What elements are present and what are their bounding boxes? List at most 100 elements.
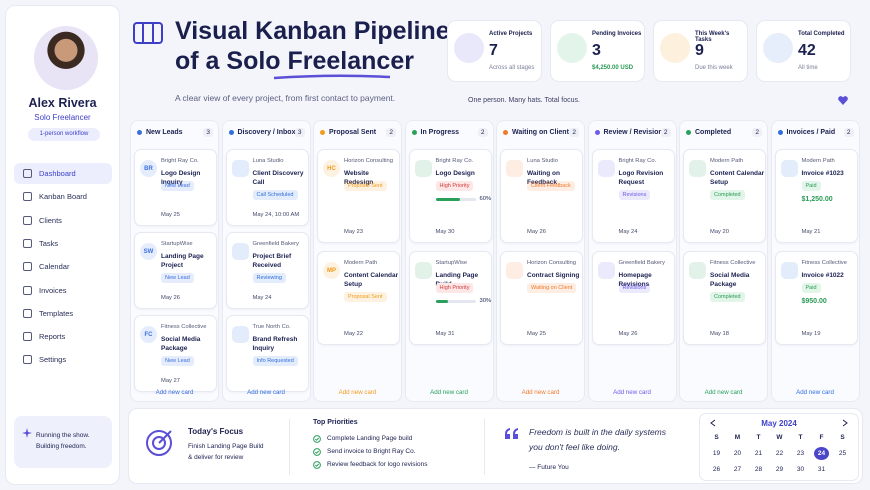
card-tag: Completed [710,190,745,200]
add-card[interactable]: Add new card [796,389,834,396]
calendar-day[interactable]: 28 [754,466,763,473]
card-date: May 24, 10:00 AM [252,212,300,218]
kanban-card[interactable]: HC Horizon Consulting Website Redesign Prop… [317,149,400,243]
kanban-card[interactable]: Greenfield Bakery Homepage Revisions Revis… [591,251,675,345]
kanban-card[interactable]: MP Modern Path Content Calendar Setup Propo… [317,251,400,345]
card-client: Horizon Consulting [527,260,576,266]
card-client: Horizon Consulting [344,158,393,164]
priority-item: Review feedback for logo revisions [327,461,428,468]
card-tag: Paid [801,181,821,191]
nav-item[interactable]: Settings [14,349,112,370]
card-date: May 31 [435,331,455,337]
stat-value: 42 [798,42,816,59]
calendar-day[interactable]: 22 [775,450,784,457]
nav-item[interactable]: Calendar [14,256,112,277]
title-line: Visual Kanban Pipeline [175,17,450,45]
kanban-card[interactable]: Luna Studio Client Discovery Call Call Sch… [225,149,309,226]
column-name: Proposal Sent [329,129,377,136]
kanban-card[interactable]: FC Fitness Collective Social Media Package… [134,315,217,392]
bottom-panel: Today's Focus Finish Landing Page Build … [128,408,863,484]
column-count: 3 [203,128,213,137]
add-card[interactable]: Add new card [613,389,651,396]
calendar-day[interactable]: 23 [796,450,805,457]
calendar-day[interactable]: 24 [814,447,829,460]
column-header: Invoices / Paid [777,129,836,136]
add-card[interactable]: Add new card [155,389,194,396]
divider [484,419,485,475]
column-header: Completed [686,129,731,136]
kanban-column: Proposal Sent 2 HC Horizon Consulting Websit… [313,120,402,402]
progress-track [435,198,476,201]
priority-item: Complete Landing Page build [327,435,413,442]
card-avatar: MP [323,262,340,279]
card-tag: New Lead [161,356,194,366]
next-month[interactable] [842,419,848,427]
progress-bar [435,198,460,201]
kanban-card[interactable]: Luna Studio Waiting on Feedback Client Fee… [500,149,583,243]
weekday: W [776,434,783,441]
card-client: Luna Studio [252,158,284,164]
kanban-column: Discovery / Inbox 3 Luna Studio Client Disc… [221,120,311,402]
card-date: May 26 [527,229,547,235]
nav-item[interactable]: Tasks [14,233,112,254]
footer-1: Running the show. [36,432,90,439]
calendar-day[interactable]: 20 [733,450,742,457]
stat-sub: All time [798,65,818,71]
add-card[interactable]: Add new card [338,389,377,396]
column-dot [594,130,600,135]
card-date: May 26 [618,331,638,337]
nav-item[interactable]: Invoices [14,280,112,301]
calendar-day[interactable]: 31 [817,466,826,473]
column-name: Review / Revisions [603,129,667,136]
calendar-day[interactable]: 29 [775,466,784,473]
card-avatar [780,160,798,177]
kanban-card[interactable]: Horizon Consulting Contract Signing Waitin… [500,251,583,345]
focus-line: Finish Landing Page Build [188,443,264,450]
calendar-day[interactable]: 30 [796,466,805,473]
kanban-card[interactable]: Greenfield Bakery Project Brief Received R… [225,232,309,309]
sidebar: Alex Rivera Solo Freelancer 1-person wor… [5,5,120,485]
kanban-card[interactable]: Fitness Collective Invoice #1022 Paid $950.… [774,251,858,345]
nav-item[interactable]: Reports [14,326,112,347]
column-name: Completed [695,129,732,136]
nav-item[interactable]: Dashboard [14,163,112,184]
card-date: May 24 [618,229,638,235]
card-title: Social Media Package [710,272,750,288]
kanban-card[interactable]: Modern Path Invoice #1023 Paid $1,250.00 May… [774,149,858,243]
calendar-day[interactable]: 25 [838,450,847,457]
nav-item[interactable]: Clients [14,210,112,231]
kanban-card[interactable]: True North Co. Brand Refresh Inquiry Info … [225,315,309,392]
card-date: May 23 [344,229,364,235]
card-client: Bright Ray Co. [435,158,474,164]
calendar: May 2024 S M T W T F S 19 20 21 22 23 24 25 26 27 28 29 30… [699,413,859,481]
nav-item[interactable]: Kanban Board [14,186,112,207]
column-name: Invoices / Paid [786,129,836,136]
kanban-card[interactable]: Modern Path Content Calendar Setup Complet… [683,149,766,243]
card-avatar [231,326,249,343]
kanban-card[interactable]: Bright Ray Co. Logo Revision Request Revis… [591,149,675,243]
add-card[interactable]: Add new card [521,389,560,396]
kanban-card[interactable]: SW StartupWise Landing Page Project New Lea… [134,232,217,309]
add-card[interactable]: Add new card [704,389,743,396]
stat-card: Pending Invoices 3 $4,250.00 USD [550,20,645,82]
add-card[interactable]: Add new card [430,389,468,396]
calendar-day[interactable]: 19 [712,450,721,457]
kanban-card[interactable]: Bright Ray Co. Logo Design High Priority 60… [408,149,492,243]
card-title: Website Redesign [344,170,374,186]
nav-item[interactable]: Templates [14,303,112,324]
avatar [34,26,98,90]
prev-month[interactable] [710,419,716,427]
calendar-day[interactable]: 26 [712,466,721,473]
kanban-card[interactable]: Fitness Collective Social Media Package Co… [683,251,766,345]
kanban-column: Invoices / Paid 2 Modern Path Invoice #1023… [770,120,860,402]
kanban-card[interactable]: BR Bright Ray Co. Logo Design Inquiry New L… [134,149,217,226]
add-card[interactable]: Add new card [247,389,285,396]
progress-bar [435,300,448,303]
card-tag: Reviewing [252,273,286,283]
card-title: Client Discovery Call [252,170,304,186]
calendar-day[interactable]: 21 [754,450,763,457]
calendar-day[interactable]: 27 [733,466,742,473]
column-header: Proposal Sent [320,129,376,136]
card-client: Modern Path [344,260,378,266]
